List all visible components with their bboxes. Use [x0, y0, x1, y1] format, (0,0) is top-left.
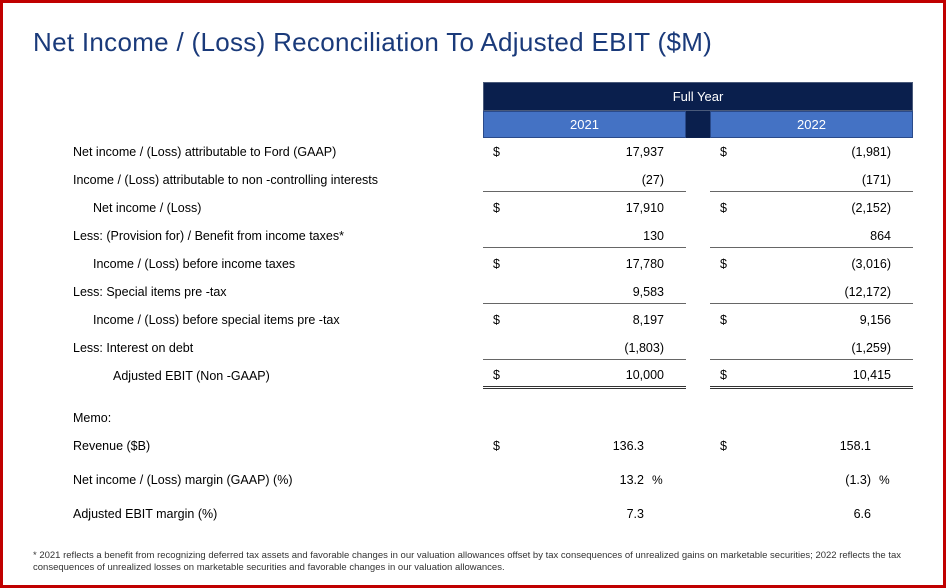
- currency-symbol: $: [493, 313, 507, 327]
- value-cell-2021: 13.2%: [483, 469, 686, 491]
- value: (2,152): [734, 201, 895, 215]
- value: 8,197: [507, 313, 668, 327]
- table-row: Income / (Loss) attributable to non -con…: [33, 166, 913, 194]
- value-cell-2021: (27): [483, 169, 686, 192]
- footnote: * 2021 reflects a benefit from recognizi…: [33, 550, 913, 573]
- value-cell-2021: $17,910: [483, 197, 686, 219]
- value: (1,803): [507, 341, 668, 355]
- value-cell-2021: 7.3: [483, 503, 686, 525]
- table-row: Net income / (Loss) attributable to Ford…: [33, 138, 913, 166]
- value-cell-2021: 9,583: [483, 281, 686, 304]
- header-year-2021: 2021: [483, 111, 686, 138]
- value-cell-2022: $(1,981): [710, 141, 913, 163]
- value-cell-2021: (1,803): [483, 337, 686, 360]
- row-label: Income / (Loss) before income taxes: [33, 253, 483, 275]
- table-row: Less: (Provision for) / Benefit from inc…: [33, 222, 913, 250]
- value: (27): [507, 173, 668, 187]
- header-year-2022: 2022: [710, 111, 913, 138]
- value-cell-2021: 130: [483, 225, 686, 248]
- page-title: Net Income / (Loss) Reconciliation To Ad…: [33, 27, 913, 58]
- memo-heading-row: Memo:: [33, 404, 913, 432]
- value: (12,172): [734, 285, 895, 299]
- value-cell-2021: $8,197: [483, 309, 686, 331]
- table-row: Net income / (Loss) margin (GAAP) (%)13.…: [33, 466, 913, 494]
- value: 17,937: [507, 145, 668, 159]
- header-row-fullyear: Full Year: [483, 82, 913, 111]
- suffix: %: [875, 473, 895, 487]
- value: 13.2: [507, 473, 648, 487]
- reconciliation-table: Full Year 2021 2022 Net income / (Loss) …: [33, 82, 913, 528]
- value: (171): [734, 173, 895, 187]
- header-fullyear: Full Year: [483, 82, 913, 111]
- table-row: Adjusted EBIT margin (%) 7.3 6.6: [33, 500, 913, 528]
- value: 9,156: [734, 313, 895, 327]
- value-cell-2022: (1,259): [710, 337, 913, 360]
- value: 7.3: [507, 507, 648, 521]
- currency-symbol: $: [493, 201, 507, 215]
- value: 17,910: [507, 201, 668, 215]
- row-label: Revenue ($B): [33, 435, 483, 457]
- table-row: Net income / (Loss)$17,910$(2,152): [33, 194, 913, 222]
- currency-symbol: $: [720, 145, 734, 159]
- value-cell-2021: $17,780: [483, 253, 686, 275]
- value: 158.1: [734, 439, 875, 453]
- value: (1,981): [734, 145, 895, 159]
- value-cell-2022: (171): [710, 169, 913, 192]
- value-cell-2021: $10,000: [483, 364, 686, 389]
- header-row-years: 2021 2022: [483, 111, 913, 138]
- value-cell-2022: $(3,016): [710, 253, 913, 275]
- row-label: Net income / (Loss) attributable to Ford…: [33, 141, 483, 163]
- currency-symbol: $: [720, 439, 734, 453]
- currency-symbol: $: [493, 439, 507, 453]
- value: 10,000: [507, 368, 668, 382]
- row-label: Less: Interest on debt: [33, 337, 483, 359]
- value: 864: [734, 229, 895, 243]
- value: (3,016): [734, 257, 895, 271]
- currency-symbol: $: [493, 145, 507, 159]
- row-label: Net income / (Loss) margin (GAAP) (%): [33, 469, 483, 491]
- currency-symbol: $: [720, 257, 734, 271]
- row-label: Income / (Loss) before special items pre…: [33, 309, 483, 331]
- value-cell-2022: $10,415: [710, 364, 913, 389]
- row-label: Less: (Provision for) / Benefit from inc…: [33, 225, 483, 247]
- header-gap: [686, 111, 710, 138]
- table-row: Less: Special items pre -tax 9,583 (12,172…: [33, 278, 913, 306]
- value: 9,583: [507, 285, 668, 299]
- table-row: Income / (Loss) before income taxes$17,7…: [33, 250, 913, 278]
- value-cell-2022: $(2,152): [710, 197, 913, 219]
- table-row: Adjusted EBIT (Non -GAAP)$10,000$10,415: [33, 362, 913, 390]
- row-label: Income / (Loss) attributable to non -con…: [33, 169, 483, 191]
- memo-heading: Memo:: [33, 407, 483, 429]
- row-label: Net income / (Loss): [33, 197, 483, 219]
- value: 136.3: [507, 439, 648, 453]
- value-cell-2022: $158.1: [710, 435, 913, 457]
- value-cell-2022: 864: [710, 225, 913, 248]
- value: 17,780: [507, 257, 668, 271]
- value-cell-2022: (12,172): [710, 281, 913, 304]
- value-cell-2021: $17,937: [483, 141, 686, 163]
- value-cell-2022: (1.3)%: [710, 469, 913, 491]
- currency-symbol: $: [720, 368, 734, 382]
- value: 10,415: [734, 368, 895, 382]
- currency-symbol: $: [493, 257, 507, 271]
- suffix: %: [648, 473, 668, 487]
- row-label: Adjusted EBIT margin (%): [33, 503, 483, 525]
- table-row: Income / (Loss) before special items pre…: [33, 306, 913, 334]
- value: (1.3): [734, 473, 875, 487]
- row-label: Less: Special items pre -tax: [33, 281, 483, 303]
- table-row: Revenue ($B)$136.3$158.1: [33, 432, 913, 460]
- currency-symbol: $: [720, 201, 734, 215]
- currency-symbol: $: [720, 313, 734, 327]
- value-cell-2021: $136.3: [483, 435, 686, 457]
- value-cell-2022: 6.6: [710, 503, 913, 525]
- currency-symbol: $: [493, 368, 507, 382]
- value: 130: [507, 229, 668, 243]
- value-cell-2022: $9,156: [710, 309, 913, 331]
- value: 6.6: [734, 507, 875, 521]
- value: (1,259): [734, 341, 895, 355]
- table-row: Less: Interest on debt (1,803) (1,259): [33, 334, 913, 362]
- row-label: Adjusted EBIT (Non -GAAP): [33, 365, 483, 387]
